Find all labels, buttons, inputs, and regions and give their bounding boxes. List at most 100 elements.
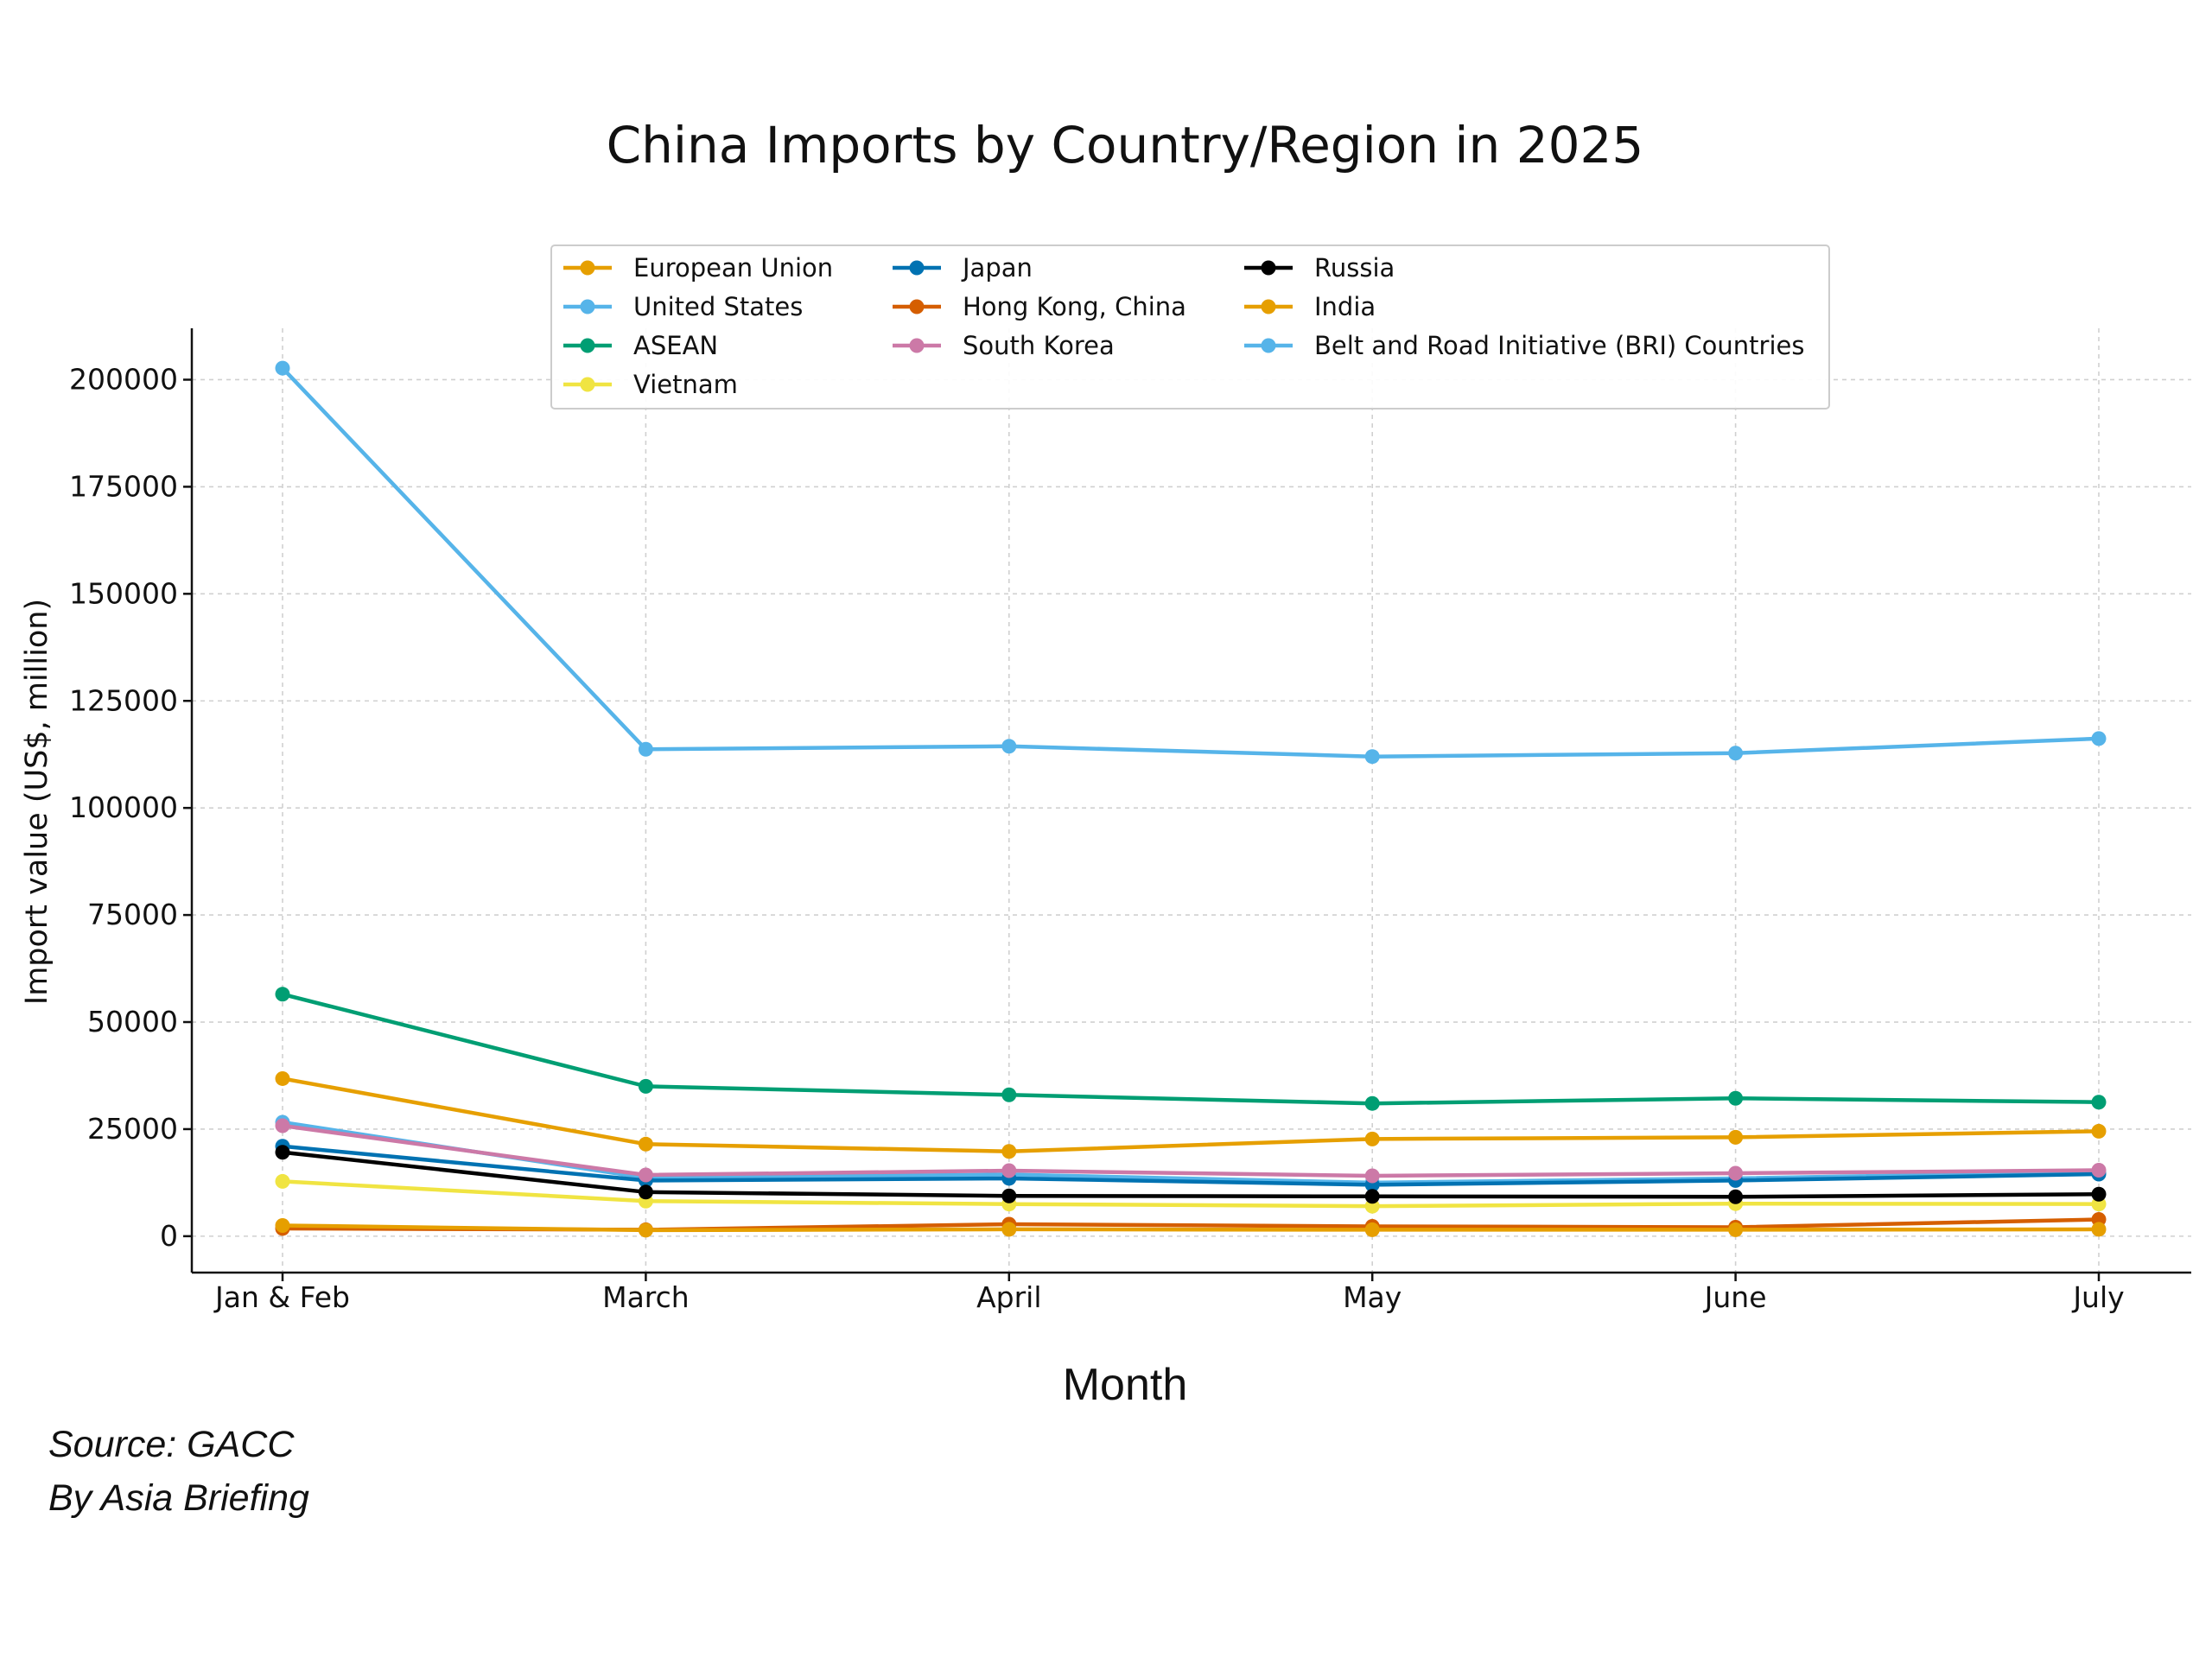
- legend-label: European Union: [633, 253, 833, 283]
- series-hong-kong-china: [275, 1212, 2107, 1237]
- series-line: [282, 1223, 2100, 1233]
- legend-label: Belt and Road Initiative (BRI) Countries: [1314, 331, 1804, 360]
- source-text: Source: GACC: [48, 1424, 295, 1465]
- series-line: [282, 1123, 2100, 1178]
- data-point: [1001, 1087, 1017, 1102]
- legend-label: Japan: [961, 253, 1033, 283]
- data-point: [1364, 1222, 1380, 1237]
- chart-title: China Imports by Country/Region in 2025: [607, 116, 1644, 175]
- data-point: [275, 987, 290, 1002]
- y-tick-label: 100000: [69, 791, 178, 824]
- data-point: [638, 1136, 653, 1152]
- x-tick-label: June: [1703, 1280, 1767, 1314]
- data-point: [2091, 1123, 2107, 1139]
- y-tick-label: 0: [160, 1219, 178, 1253]
- data-point: [638, 1184, 653, 1200]
- legend-item-belt-and-road-initiative-bri-countries: Belt and Road Initiative (BRI) Countries: [1244, 331, 1804, 360]
- legend-label: Vietnam: [633, 370, 738, 399]
- legend-item-united-states: United States: [563, 292, 803, 321]
- legend-label: South Korea: [963, 331, 1115, 360]
- data-point: [638, 1078, 653, 1094]
- series-south-korea: [275, 1118, 2107, 1184]
- legend-swatch-marker: [909, 299, 925, 314]
- series-line: [282, 1150, 2100, 1199]
- data-point: [1364, 749, 1380, 765]
- x-tick-label: March: [602, 1280, 690, 1314]
- legend-swatch-marker: [580, 377, 595, 392]
- data-point: [1364, 1168, 1380, 1184]
- y-ticks: 0 25000 50000 75000 100000 125000 150000 175000…: [69, 362, 192, 1253]
- legend-item-russia: Russia: [1244, 253, 1395, 283]
- y-tick-label: 125000: [69, 683, 178, 717]
- data-point: [638, 1167, 653, 1183]
- data-point: [1728, 746, 1744, 761]
- data-point: [2091, 1163, 2107, 1178]
- x-tick-label: April: [976, 1280, 1041, 1314]
- data-point: [275, 360, 290, 376]
- legend-label: United States: [633, 292, 803, 321]
- series-line: [282, 1179, 2100, 1209]
- data-point: [1001, 1163, 1017, 1178]
- x-tick-label: May: [1343, 1280, 1402, 1314]
- data-point: [275, 1145, 290, 1160]
- legend: European Union United States ASEAN Vietnam J…: [550, 244, 1830, 410]
- series-belt-and-road-initiative-bri-countries: [275, 360, 2107, 765]
- data-point: [275, 1173, 290, 1189]
- data-point: [638, 1222, 653, 1238]
- y-tick-label: 150000: [69, 576, 178, 610]
- legend-item-south-korea: South Korea: [893, 331, 1115, 360]
- legend-swatch-marker: [580, 338, 595, 353]
- y-tick-label: 25000: [87, 1112, 178, 1146]
- legend-box: [550, 244, 1830, 410]
- legend-item-european-union: European Union: [563, 253, 833, 283]
- legend-swatch-marker: [580, 260, 595, 276]
- data-point: [1728, 1129, 1744, 1145]
- byline-text: By Asia Briefing: [48, 1477, 309, 1519]
- y-tick-label: 50000: [87, 1005, 178, 1038]
- y-axis-title: Import value (US$, million): [20, 599, 54, 1005]
- x-tick-label: Jan & Feb: [213, 1280, 350, 1314]
- data-point: [1364, 1131, 1380, 1146]
- data-point: [638, 741, 653, 757]
- x-ticks: Jan & Feb March April May June July: [213, 1273, 2125, 1314]
- series-asean: [275, 987, 2107, 1111]
- data-point: [2091, 1186, 2107, 1202]
- legend-label: Hong Kong, China: [963, 292, 1186, 321]
- legend-item-asean: ASEAN: [563, 331, 718, 360]
- legend-swatch-marker: [909, 338, 925, 353]
- data-point: [2091, 1222, 2107, 1237]
- data-point: [1364, 1189, 1380, 1204]
- data-point: [1728, 1165, 1744, 1181]
- data-point: [275, 1217, 290, 1233]
- series-russia: [275, 1145, 2107, 1204]
- data-point: [1001, 1188, 1017, 1203]
- series-india: [275, 1217, 2107, 1238]
- series-layer: [275, 360, 2107, 1238]
- legend-swatch-marker: [1261, 299, 1276, 314]
- x-axis-title: Month: [1063, 1360, 1188, 1410]
- legend-label: ASEAN: [633, 331, 718, 360]
- data-point: [1001, 739, 1017, 754]
- legend-label: India: [1314, 292, 1376, 321]
- data-point: [1728, 1090, 1744, 1106]
- series-line: [282, 1076, 2100, 1153]
- legend-swatch-marker: [1261, 260, 1276, 276]
- legend-label: Russia: [1314, 253, 1395, 283]
- data-point: [1001, 1222, 1017, 1237]
- grid: [192, 328, 2191, 1273]
- x-tick-label: July: [2071, 1280, 2124, 1314]
- y-tick-label: 75000: [87, 898, 178, 931]
- data-point: [1728, 1189, 1744, 1204]
- data-point: [1364, 1095, 1380, 1111]
- data-point: [1728, 1222, 1744, 1237]
- series-line: [281, 366, 2100, 759]
- legend-item-vietnam: Vietnam: [563, 370, 738, 399]
- legend-swatch-marker: [580, 299, 595, 314]
- legend-item-hong-kong-china: Hong Kong, China: [893, 292, 1186, 321]
- legend-item-japan: Japan: [893, 253, 1033, 283]
- data-point: [1001, 1144, 1017, 1159]
- series-line: [282, 1144, 2100, 1187]
- series-line: [282, 992, 2100, 1106]
- axes: [190, 328, 2191, 1274]
